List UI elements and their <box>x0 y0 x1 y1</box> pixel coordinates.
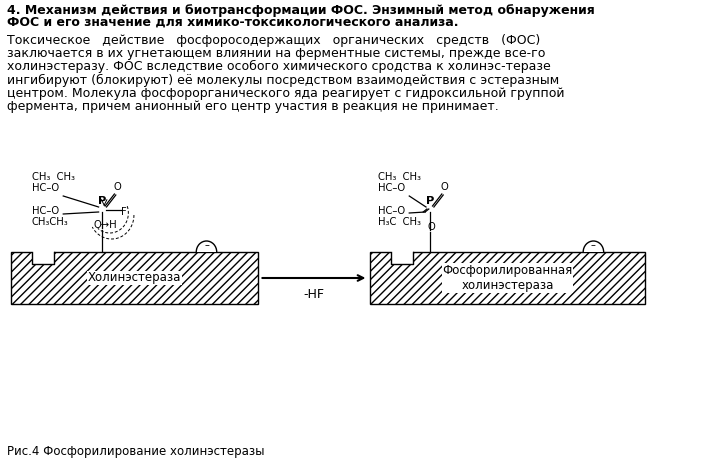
Wedge shape <box>583 241 604 252</box>
Text: 4. Механизм действия и биотрансформации ФОС. Энзимный метод обнаружения: 4. Механизм действия и биотрансформации … <box>8 4 595 17</box>
Text: O: O <box>441 182 449 192</box>
Bar <box>370 252 645 304</box>
Text: ингибируют (блокируют) её молекулы посредством взаимодействия с эстеразным: ингибируют (блокируют) её молекулы посре… <box>8 74 560 87</box>
Text: CH₃CH₃: CH₃CH₃ <box>32 217 68 227</box>
Text: ФОС и его значение для химико-токсикологического анализа.: ФОС и его значение для химико-токсиколог… <box>8 16 459 29</box>
Text: Холинэстераза: Холинэстераза <box>88 271 181 285</box>
Text: Фосфорилированная
холинэстераза: Фосфорилированная холинэстераза <box>442 264 572 292</box>
Text: H₃C  CH₃: H₃C CH₃ <box>378 217 420 227</box>
Wedge shape <box>196 241 217 252</box>
Text: заключается в их угнетающем влиянии на ферментные системы, прежде все-го: заключается в их угнетающем влиянии на ф… <box>8 47 546 60</box>
Text: HC–O: HC–O <box>378 206 405 216</box>
Text: HC–O: HC–O <box>378 183 405 193</box>
Text: CH₃  CH₃: CH₃ CH₃ <box>32 172 75 182</box>
Text: Токсическое   действие   фосфоросодержащих   органических   средств   (ФОС): Токсическое действие фосфоросодержащих о… <box>8 34 541 47</box>
Text: P: P <box>425 196 434 206</box>
Text: холинэстеразу. ФОС вследствие особого химического сродства к холинэс-теразе: холинэстеразу. ФОС вследствие особого хи… <box>8 60 551 74</box>
Text: P: P <box>98 196 106 206</box>
Bar <box>391 251 413 264</box>
Text: CH₃  CH₃: CH₃ CH₃ <box>378 172 420 182</box>
Text: Рис.4 Фосфорилирование холинэстеразы: Рис.4 Фосфорилирование холинэстеразы <box>8 445 265 458</box>
Text: HC–O: HC–O <box>32 183 59 193</box>
Bar <box>32 251 54 264</box>
Text: O: O <box>428 222 436 232</box>
Text: O: O <box>113 182 121 192</box>
Text: HC–O: HC–O <box>32 206 59 216</box>
Text: –: – <box>591 240 596 250</box>
Text: O→H: O→H <box>93 220 117 230</box>
Text: фермента, причем анионный его центр участия в реакция не принимает.: фермента, причем анионный его центр учас… <box>8 100 499 113</box>
Text: F: F <box>121 207 127 217</box>
Text: центром. Молекула фосфорорганического яда реагирует с гидроксильной группой: центром. Молекула фосфорорганического яд… <box>8 87 565 100</box>
Text: -HF: -HF <box>304 288 324 301</box>
Text: –: – <box>204 240 209 250</box>
Bar <box>11 252 257 304</box>
